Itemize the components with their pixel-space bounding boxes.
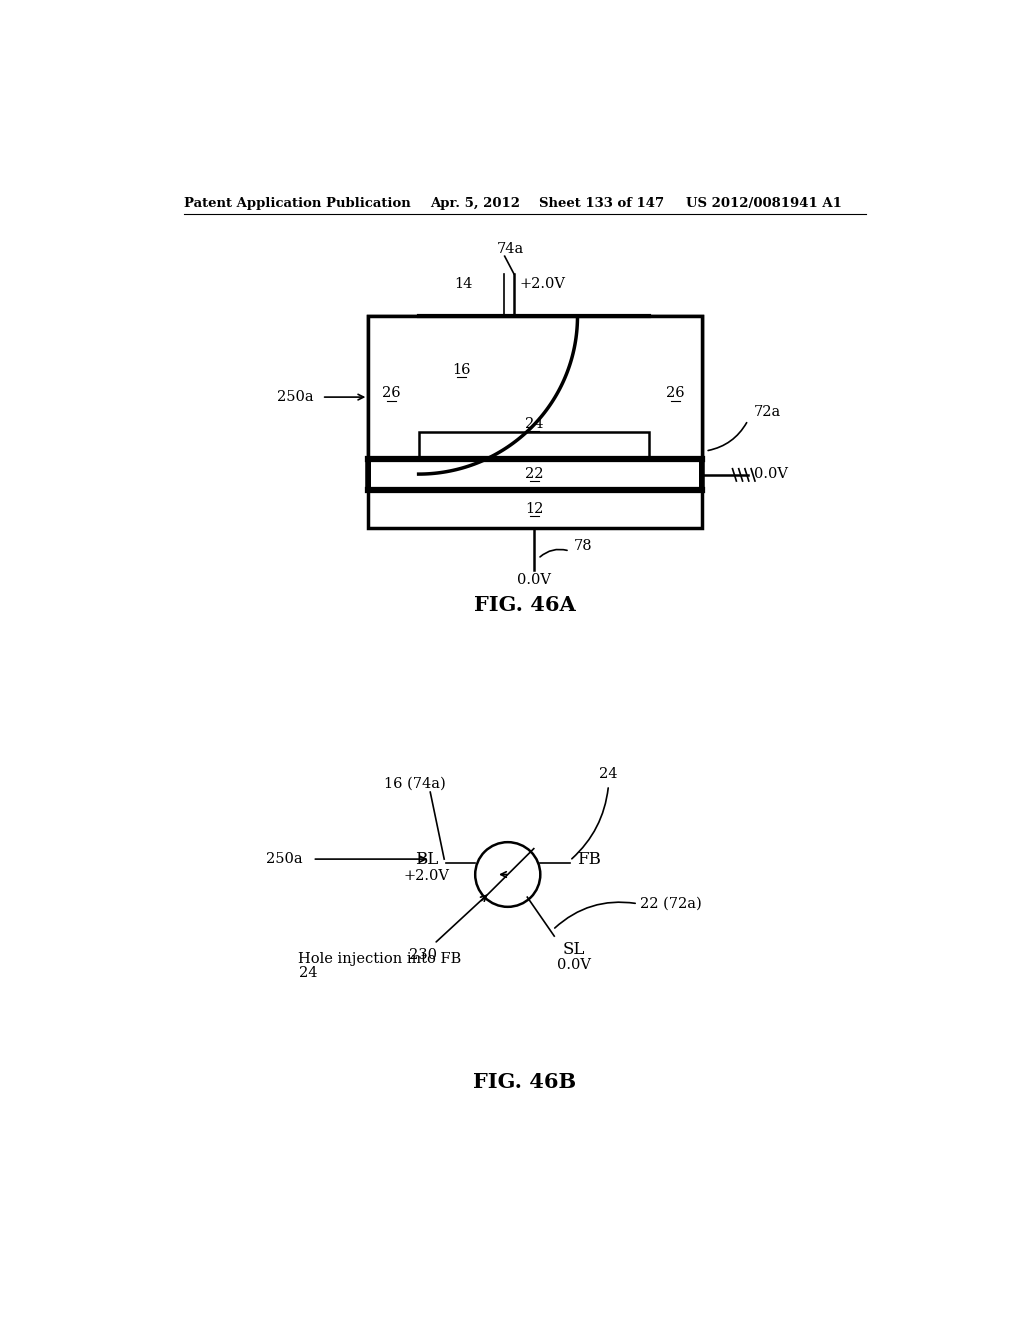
Bar — [369, 317, 701, 459]
Text: 230: 230 — [409, 948, 436, 962]
Text: 26: 26 — [382, 387, 400, 400]
Text: 22: 22 — [525, 467, 544, 480]
Text: 0.0V: 0.0V — [557, 958, 591, 973]
Text: +2.0V: +2.0V — [403, 869, 450, 883]
Text: FIG. 46A: FIG. 46A — [474, 595, 575, 615]
Text: Patent Application Publication: Patent Application Publication — [183, 197, 411, 210]
Text: 250a: 250a — [278, 391, 314, 404]
Text: 16: 16 — [452, 363, 470, 378]
Text: 24: 24 — [599, 767, 617, 781]
Text: 22 (72a): 22 (72a) — [640, 896, 701, 911]
Text: 0.0V: 0.0V — [755, 467, 788, 480]
Text: 16 (74a): 16 (74a) — [384, 776, 445, 791]
Bar — [371, 461, 699, 487]
Text: FB: FB — [578, 850, 601, 867]
Bar — [369, 459, 701, 490]
Text: 24: 24 — [525, 417, 544, 432]
Ellipse shape — [475, 842, 541, 907]
Text: 72a: 72a — [755, 405, 781, 420]
Bar — [369, 490, 701, 528]
Text: 14: 14 — [455, 277, 473, 290]
Text: 26: 26 — [666, 387, 684, 400]
Text: 250a: 250a — [266, 853, 302, 866]
Text: US 2012/0081941 A1: US 2012/0081941 A1 — [686, 197, 842, 210]
Text: +2.0V: +2.0V — [519, 277, 565, 290]
Text: SL: SL — [562, 941, 585, 958]
Bar — [419, 432, 649, 459]
Text: 24: 24 — [299, 966, 317, 979]
Text: Apr. 5, 2012: Apr. 5, 2012 — [430, 197, 520, 210]
Text: BL: BL — [415, 850, 438, 867]
Text: FIG. 46B: FIG. 46B — [473, 1072, 577, 1093]
Text: 0.0V: 0.0V — [517, 573, 551, 587]
Text: 12: 12 — [525, 502, 544, 516]
Text: 78: 78 — [573, 540, 592, 553]
Bar — [369, 317, 419, 459]
Bar — [649, 317, 701, 459]
Text: Hole injection into FB: Hole injection into FB — [299, 952, 462, 966]
Text: 74a: 74a — [497, 243, 524, 256]
Text: Sheet 133 of 147: Sheet 133 of 147 — [539, 197, 664, 210]
